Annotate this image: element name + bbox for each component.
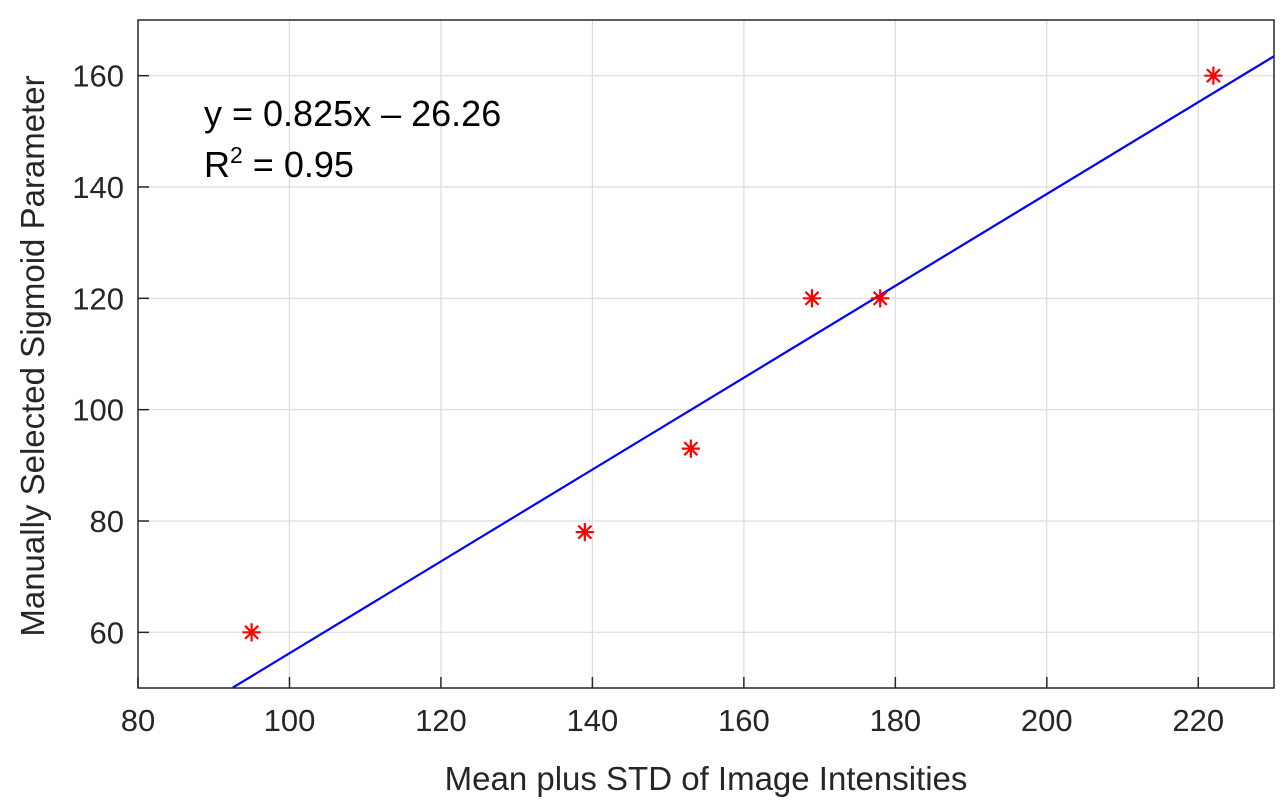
- data-point-marker: [802, 289, 822, 308]
- data-point-marker: [681, 439, 700, 458]
- y-axis-title: Manually Selected Sigmoid Parameter: [14, 75, 51, 636]
- marker-stroke: [683, 441, 699, 456]
- y-tick-label: 100: [72, 393, 124, 428]
- x-tick-label: 100: [264, 703, 316, 738]
- regression-line: [232, 55, 1275, 689]
- ticks-layer: 80 100 120 140 160 180 200 220 60 80 100 120 140 160: [72, 59, 1224, 738]
- data-points-layer: [242, 66, 1223, 642]
- marker-stroke: [577, 524, 593, 540]
- marker-stroke: [244, 625, 259, 640]
- x-tick-label: 220: [1172, 703, 1224, 738]
- y-tick-label: 80: [90, 504, 124, 539]
- data-point-marker: [871, 289, 890, 308]
- data-point-marker: [575, 523, 594, 542]
- plot-area-frame: [137, 19, 1275, 689]
- x-tick-label: 120: [415, 703, 467, 738]
- x-axis-title: Mean plus STD of Image Intensities: [445, 760, 968, 797]
- x-tick-label: 180: [869, 703, 921, 738]
- x-tick-label: 200: [1021, 703, 1073, 738]
- y-tick-label: 160: [72, 59, 124, 94]
- marker-stroke: [872, 291, 888, 306]
- y-tick-label: 120: [72, 281, 124, 316]
- data-point-marker: [1204, 66, 1223, 85]
- marker-stroke: [804, 291, 820, 306]
- x-tick-label: 80: [121, 703, 155, 738]
- y-tick-label: 60: [90, 615, 124, 650]
- fit-equation-label: y = 0.825x – 26.26: [204, 93, 501, 134]
- r-squared-superscript: 2: [230, 142, 243, 168]
- marker-stroke: [1206, 68, 1221, 83]
- x-tick-label: 160: [718, 703, 770, 738]
- y-tick-label: 140: [72, 170, 124, 205]
- r-squared-label: R2 = 0.95: [204, 142, 354, 185]
- r-squared-value: = 0.95: [243, 144, 354, 185]
- r-squared-prefix: R: [204, 144, 230, 185]
- fit-line-layer: [232, 55, 1275, 689]
- data-point-marker: [242, 623, 261, 642]
- grid-layer: [138, 20, 1274, 688]
- x-tick-label: 140: [567, 703, 619, 738]
